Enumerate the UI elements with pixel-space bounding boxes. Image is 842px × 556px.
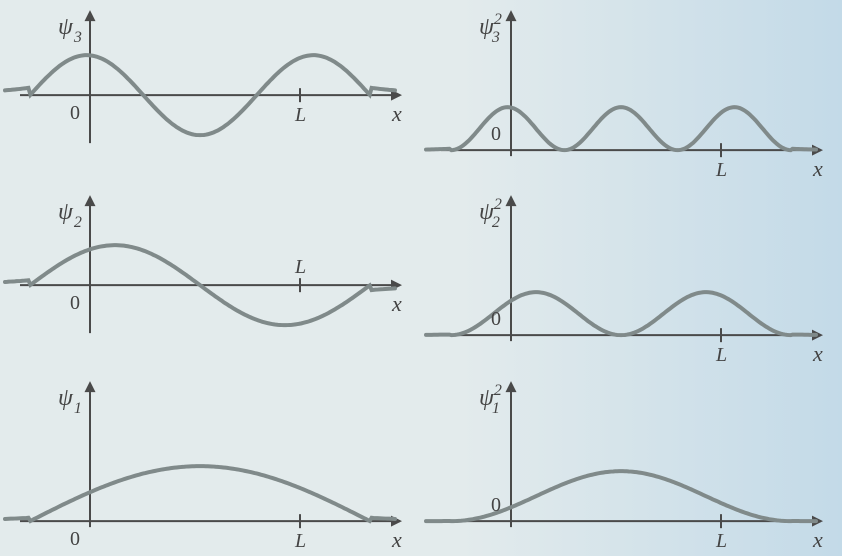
y-axis-label: ψ3: [58, 14, 82, 46]
L-label: L: [294, 530, 306, 552]
figure-page: 0 L x ψ3 0 L x ψ23 0 L x ψ2 0 L: [0, 0, 842, 556]
x-axis-label: x: [391, 527, 402, 552]
x-axis-label: x: [812, 341, 823, 366]
panel-psi2: 0 L x ψ2: [0, 185, 421, 370]
x-axis-label: x: [812, 156, 823, 181]
panel-psi1: 0 L x ψ1: [0, 371, 421, 556]
panel-container-psi1: 0 L x ψ1: [0, 371, 421, 556]
origin-label: 0: [491, 494, 501, 516]
L-label: L: [294, 104, 306, 126]
panel-container-psi3sq: 0 L x ψ23: [421, 0, 842, 185]
origin-label: 0: [70, 102, 80, 124]
panel-psi3sq: 0 L x ψ23: [421, 0, 842, 185]
wavefunction-curve: [426, 292, 816, 335]
origin-label: 0: [491, 123, 501, 145]
panel-container-psi1sq: 0 L x ψ21: [421, 371, 842, 556]
wavefunction-curve: [426, 107, 816, 150]
origin-label: 0: [70, 528, 80, 550]
panel-container-psi2: 0 L x ψ2: [0, 185, 421, 370]
L-label: L: [715, 530, 727, 552]
wavefunction-curve: [426, 471, 816, 521]
L-label: L: [715, 344, 727, 366]
L-label: L: [294, 256, 306, 278]
x-axis-label: x: [391, 291, 402, 316]
y-axis-label: ψ1: [58, 385, 82, 417]
y-axis-label: ψ21: [479, 382, 502, 417]
x-axis-label: x: [812, 527, 823, 552]
y-axis-label: ψ23: [479, 11, 502, 46]
panel-psi2sq: 0 L x ψ22: [421, 185, 842, 370]
panel-psi1sq: 0 L x ψ21: [421, 371, 842, 556]
y-axis-label: ψ22: [479, 196, 502, 231]
origin-label: 0: [491, 308, 501, 330]
panel-psi3: 0 L x ψ3: [0, 0, 421, 185]
x-axis-label: x: [391, 101, 402, 126]
panel-container-psi3: 0 L x ψ3: [0, 0, 421, 185]
panel-grid: 0 L x ψ3 0 L x ψ23 0 L x ψ2 0 L: [0, 0, 842, 556]
L-label: L: [715, 159, 727, 181]
origin-label: 0: [70, 292, 80, 314]
y-axis-label: ψ2: [58, 199, 82, 231]
wavefunction-curve: [5, 466, 395, 521]
panel-container-psi2sq: 0 L x ψ22: [421, 185, 842, 370]
